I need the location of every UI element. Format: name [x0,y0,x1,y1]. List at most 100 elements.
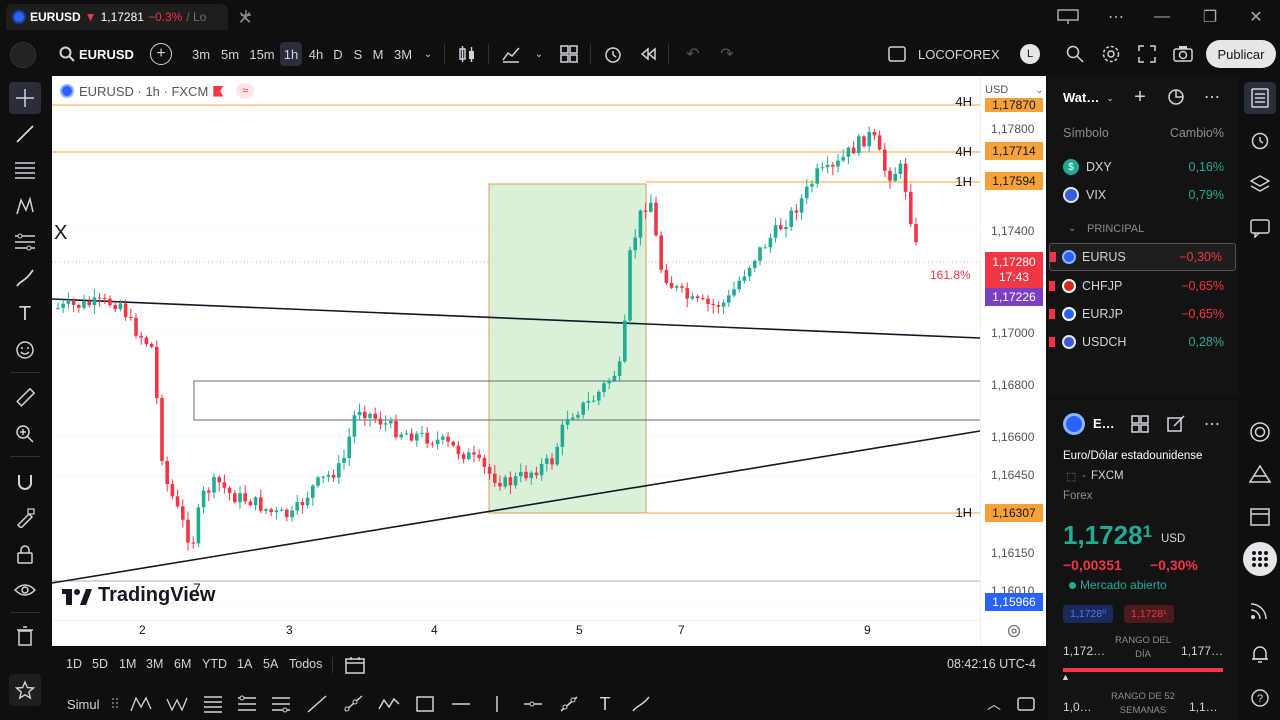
interval-d[interactable]: D [333,46,343,62]
watchlist-row-usdchf[interactable]: USDCH 0,28% [1048,328,1238,356]
xabcd-pattern-icon[interactable] [128,692,154,716]
add-symbol-icon[interactable]: + [1134,85,1146,108]
quick-search-icon[interactable] [1064,43,1086,65]
interval-m[interactable]: M [372,46,384,62]
arrow-marker-icon[interactable] [556,692,582,716]
watchlist-row-eurusd[interactable]: EURUS −0,30% [1049,243,1236,271]
layout-icon[interactable] [1056,8,1080,26]
rectangle-icon[interactable] [412,692,438,716]
interval-dropdown-icon[interactable]: ⌄ [423,48,433,60]
more-icon[interactable]: ⋯ [1204,416,1220,433]
chevron-down-icon[interactable]: ⌄ [1068,223,1077,234]
chart-legend[interactable]: EURUSD · 1h · FXCM ≈ [60,82,255,100]
notifications-bell-icon[interactable] [1244,638,1276,670]
help-icon[interactable]: ? [1244,682,1276,714]
compare-add-icon[interactable]: + [150,43,172,65]
crosshair-icon[interactable] [9,82,41,114]
settings-gear-icon[interactable] [1100,43,1122,65]
streams-icon[interactable] [1244,594,1276,626]
symbol-search[interactable]: EURUSD [79,46,134,62]
candles-icon[interactable] [456,43,478,65]
range-1d[interactable]: 1D [66,657,82,671]
support-trend-line[interactable] [52,430,981,584]
panel-divider[interactable] [1048,396,1238,400]
range-3m[interactable]: 3M [146,657,164,671]
price-axis[interactable]: USD ⌄ 1,17800 1,17400 1,17000 1,16800 1,… [980,76,1046,646]
interval-3m-month[interactable]: 3M [393,46,413,62]
chat-icon[interactable] [1244,212,1276,244]
horizontal-ray-icon[interactable] [520,692,546,716]
layout-name[interactable]: LOCOFOREX [918,46,1000,62]
exchange[interactable]: FXCM [1091,470,1124,482]
indicators-icon[interactable] [500,43,522,65]
profile-avatar[interactable] [10,42,36,68]
drawbar-label[interactable]: Simul [67,697,100,712]
brush-icon[interactable] [628,692,654,716]
section-principal[interactable]: PRINCIPAL [1087,223,1145,235]
resistance-trend-line[interactable] [52,298,981,339]
green-zone-box[interactable] [488,183,647,514]
currency-select[interactable]: USD ⌄ [985,82,1043,98]
lock-drawing-icon[interactable] [9,502,41,534]
col-symbol[interactable]: Símbolo [1063,126,1109,140]
fib-levels-icon[interactable] [200,692,226,716]
minimize-button[interactable]: — [1154,8,1170,25]
trend-line-icon[interactable] [9,118,41,150]
chart-settings-icon[interactable] [1005,622,1023,640]
chevron-up-icon[interactable]: ︿ [987,696,1001,712]
watchlist-row-eurjpy[interactable]: EURJP −0,65% [1048,300,1238,328]
horizontal-line-icon[interactable] [448,692,474,716]
watchlist-row-vix[interactable]: VIX 0,79% [1048,181,1238,209]
trash-icon[interactable] [9,620,41,652]
range-1m[interactable]: 1M [119,657,137,671]
new-tab-button[interactable]: + [240,4,252,27]
range-all[interactable]: Todos [289,657,323,671]
path-icon[interactable] [376,692,402,716]
layout-avatar[interactable]: L [1020,44,1040,64]
parallel-channel-icon[interactable] [268,692,294,716]
chart-canvas[interactable]: 4H 4H 1H 1H [52,76,1046,646]
fib-retracement-icon[interactable] [9,154,41,186]
close-window-button[interactable]: ✕ [1249,9,1263,26]
fib-channel-icon[interactable] [234,692,260,716]
text-icon[interactable]: T [599,693,611,714]
interval-5m[interactable]: 5m [220,46,240,62]
advanced-view-icon[interactable] [1165,86,1187,108]
range-5a[interactable]: 5A [263,657,279,671]
range-6m[interactable]: 6M [174,657,192,671]
object-tree-icon[interactable] [1244,168,1276,200]
interval-4h[interactable]: 4h [308,46,324,62]
chart-tab[interactable]: EURUSD ▼ 1,17281 −0.3% / Lo [6,4,228,30]
indicators-dropdown-icon[interactable]: ⌄ [534,48,544,60]
details-short[interactable]: E… [1093,416,1115,431]
watchlist-icon[interactable] [1244,82,1276,114]
publish-button[interactable]: Publicar [1206,40,1276,68]
undo-icon[interactable]: ↶ [686,46,700,63]
magnet-icon[interactable] [9,466,41,498]
range-ytd[interactable]: YTD [202,657,227,671]
layout-select-icon[interactable] [886,44,908,64]
drag-handle-icon[interactable]: ⠿ [109,695,121,712]
interval-s[interactable]: S [353,46,363,62]
trend-line-icon[interactable] [304,692,330,716]
calendar-icon[interactable] [1244,500,1276,532]
prediction-icon[interactable] [9,226,41,258]
maximize-button[interactable]: ❐ [1202,9,1218,26]
range-1a[interactable]: 1A [237,657,253,671]
abcd-pattern-icon[interactable] [164,692,190,716]
text-tool-icon[interactable]: T [18,302,32,325]
more-icon[interactable]: ⋯ [1108,9,1124,26]
maximize-panel-icon[interactable] [1014,692,1038,716]
fullscreen-icon[interactable] [1136,43,1158,65]
interval-1h[interactable]: 1h [280,42,302,66]
range-5d[interactable]: 5D [92,657,108,671]
time-axis[interactable]: 2 3 4 5 7 9 [52,620,980,646]
patterns-icon[interactable] [9,190,41,222]
alerts-clock-icon[interactable] [1244,124,1276,156]
go-to-date-icon[interactable] [344,655,366,675]
external-link-icon[interactable]: ⬚ [1066,471,1077,483]
emoji-icon[interactable] [9,334,41,366]
apps-grid-icon[interactable] [1243,542,1277,576]
replay-icon[interactable] [638,43,660,65]
search-icon[interactable] [58,44,76,64]
